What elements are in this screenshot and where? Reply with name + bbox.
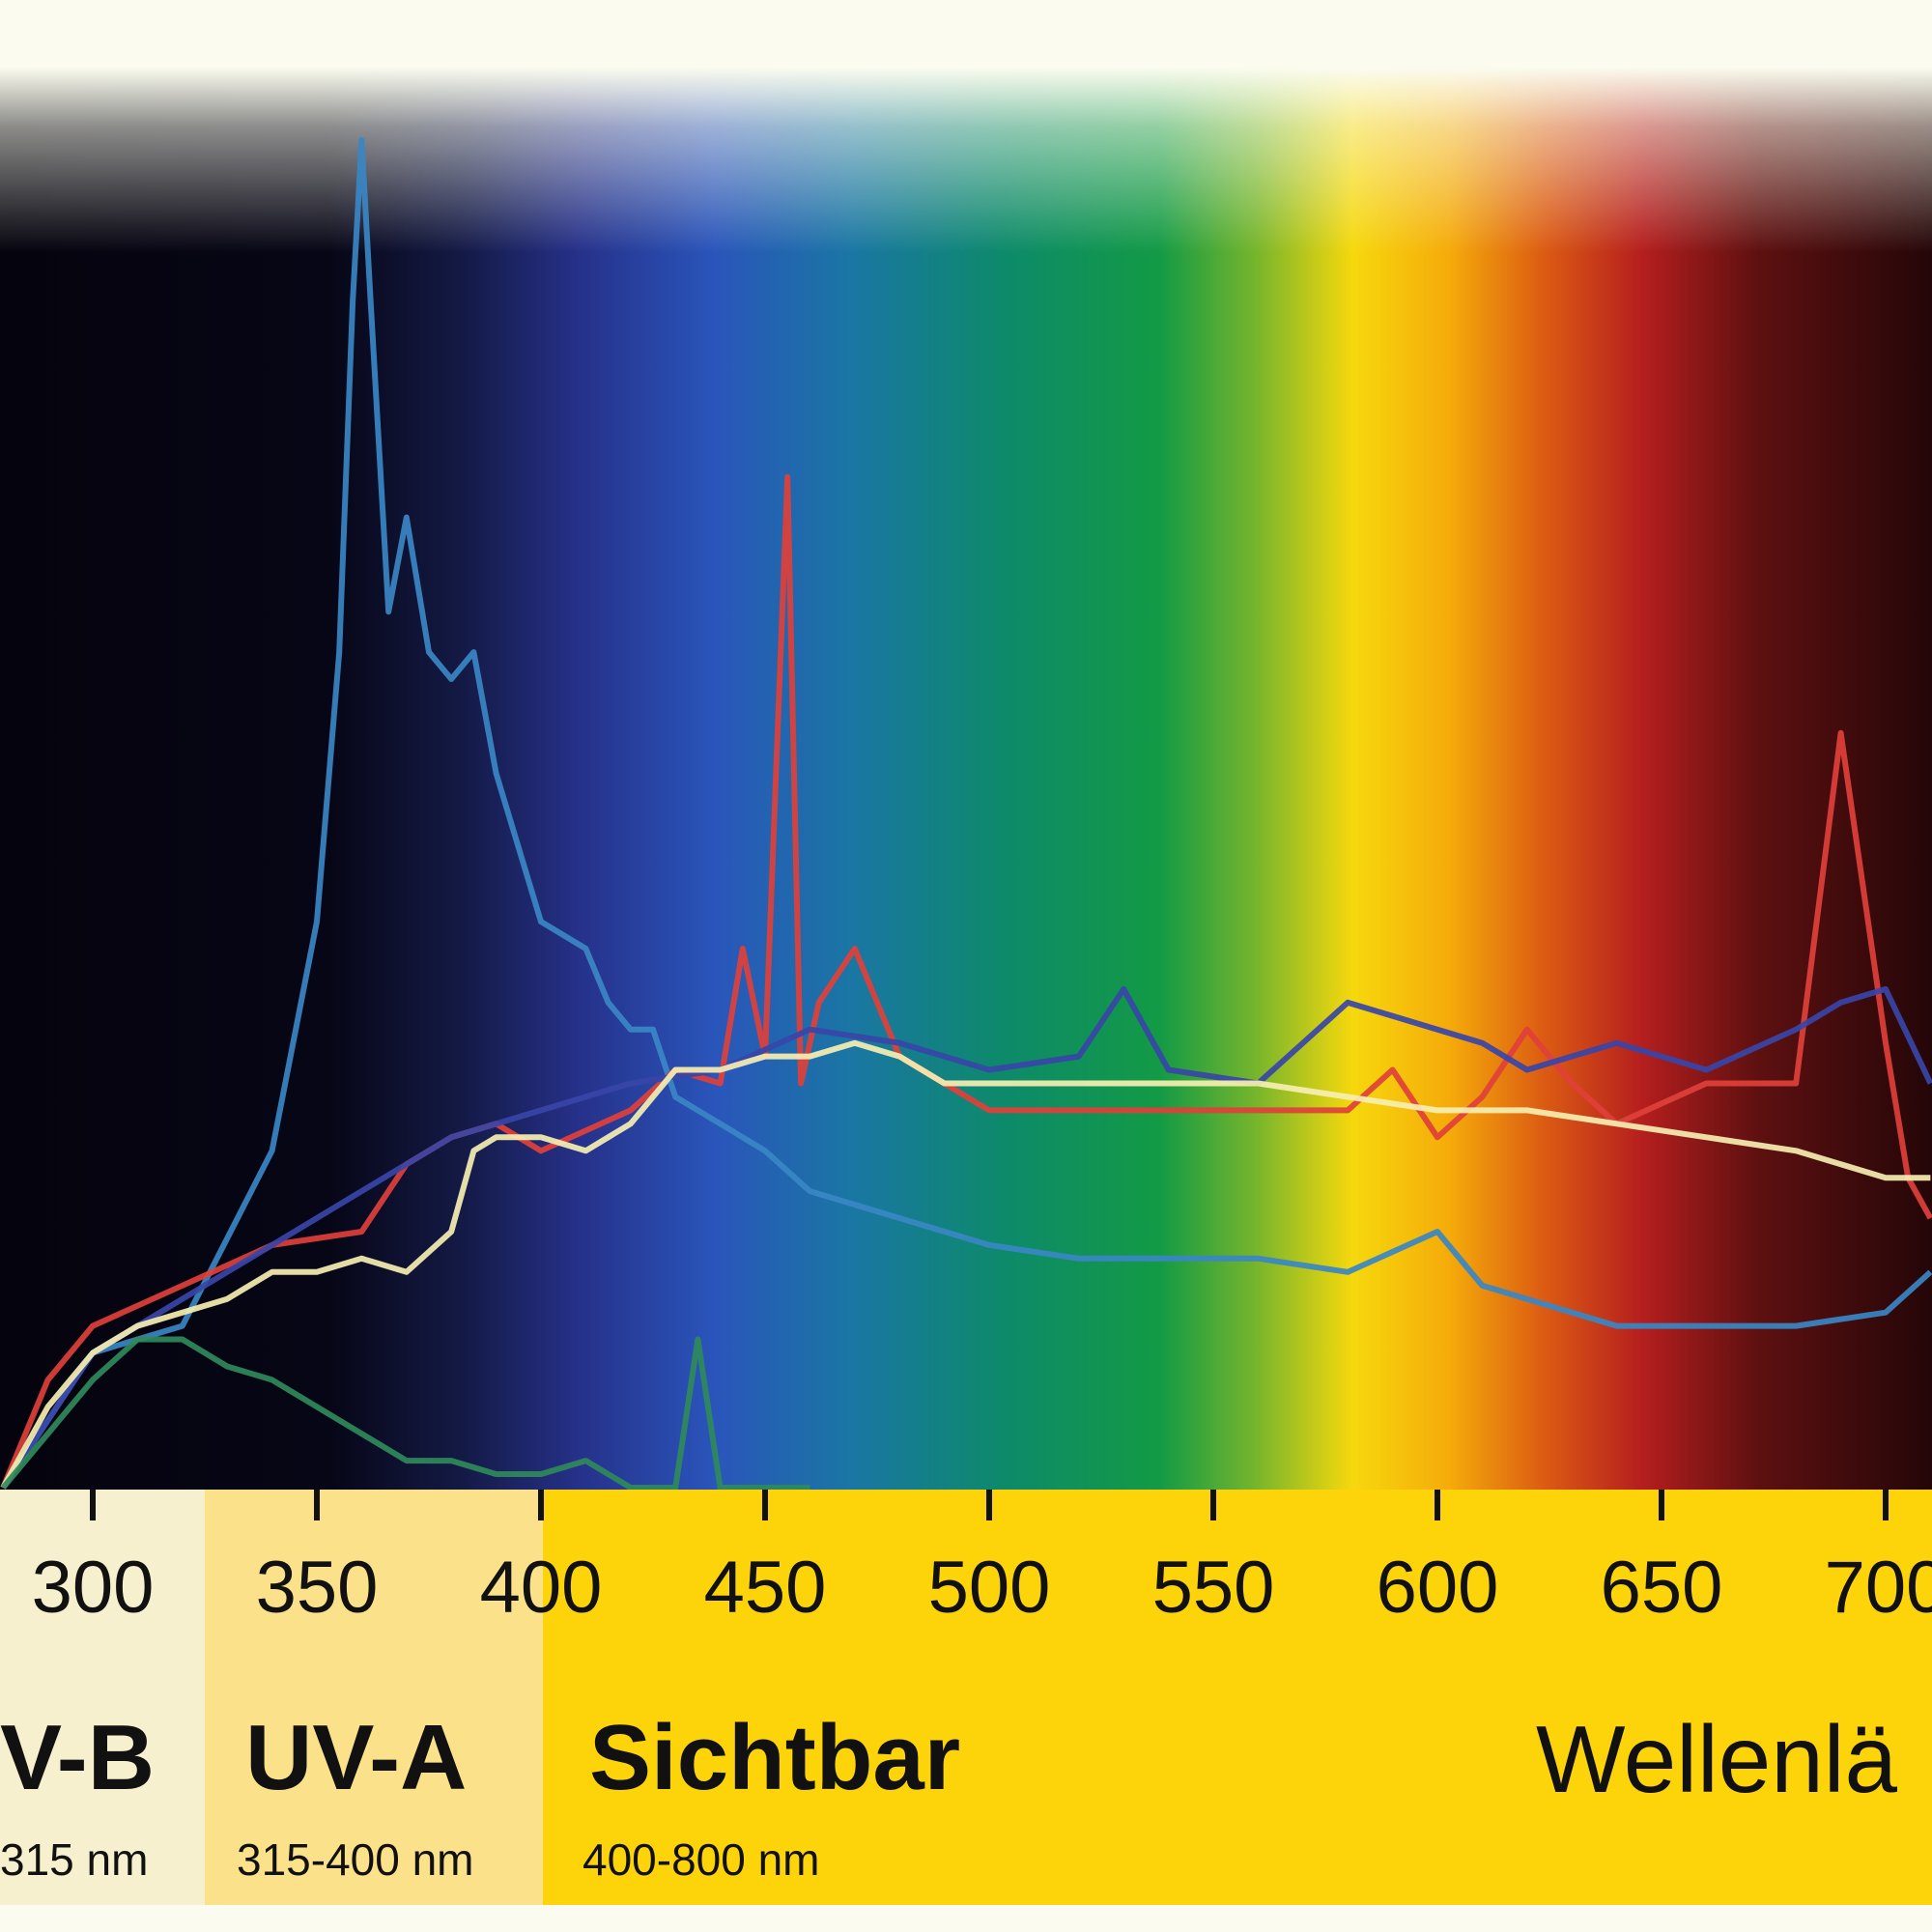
x-axis-title: Wellenlä — [1536, 1706, 1898, 1812]
series-line-5 — [0, 1336, 810, 1490]
band-uvb-range: 315 nm — [0, 1834, 149, 1885]
band-visible-name: Sichtbar — [589, 1706, 961, 1809]
x-tick-label-500: 500 — [927, 1547, 1051, 1629]
spectrum-plot — [0, 0, 1932, 1490]
x-tick-label-600: 600 — [1376, 1547, 1499, 1629]
bottom-strip — [0, 1905, 1932, 1932]
series-line-3 — [0, 985, 1932, 1490]
x-tick-label-550: 550 — [1151, 1547, 1275, 1629]
series-line-1 — [0, 137, 1932, 1490]
band-uvb-name: V-B — [0, 1706, 156, 1809]
x-axis-ticks — [90, 1490, 1889, 1520]
x-tick-label-350: 350 — [255, 1547, 379, 1629]
band-uvb — [0, 1490, 205, 1905]
x-tick-label-700: 700 — [1824, 1547, 1932, 1629]
x-tick-label-400: 400 — [479, 1547, 603, 1629]
band-uva-range: 315-400 nm — [237, 1834, 474, 1885]
band-visible-range: 400-800 nm — [582, 1834, 820, 1885]
band-uva-name: UV-A — [245, 1706, 468, 1809]
band-visible — [543, 1490, 1932, 1905]
series-line-4 — [0, 1039, 1931, 1490]
x-tick-label-450: 450 — [703, 1547, 827, 1629]
x-tick-label-650: 650 — [1600, 1547, 1723, 1629]
band-uva — [205, 1490, 543, 1905]
x-tick-label-300: 300 — [31, 1547, 155, 1629]
top-fade — [0, 0, 1932, 1490]
series-layer — [0, 137, 1932, 1490]
